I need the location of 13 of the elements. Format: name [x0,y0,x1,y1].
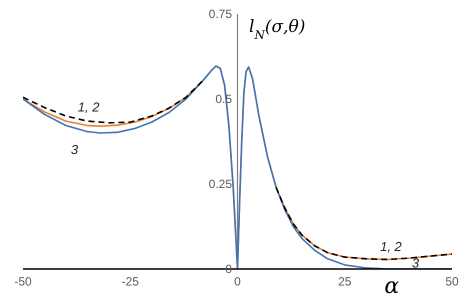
x-tick-label: 0 [234,274,242,289]
x-tick-label: 50 [445,274,459,289]
y-axis-title: l$_{N}$(σ,θ) [249,17,306,42]
y-tick-label: 0.25 [208,177,232,191]
annotation: 1, 2 [78,100,100,114]
annotation: 3 [412,256,420,271]
annotation: 3 [70,142,79,157]
x-tick-label: -25 [122,274,140,289]
x-tick-label: -50 [14,274,32,289]
x-axis-title: α [384,274,400,299]
annotation: 1, 2 [380,238,403,254]
y-tick-label: 0.75 [208,7,232,21]
x-tick-label: 25 [338,274,352,289]
